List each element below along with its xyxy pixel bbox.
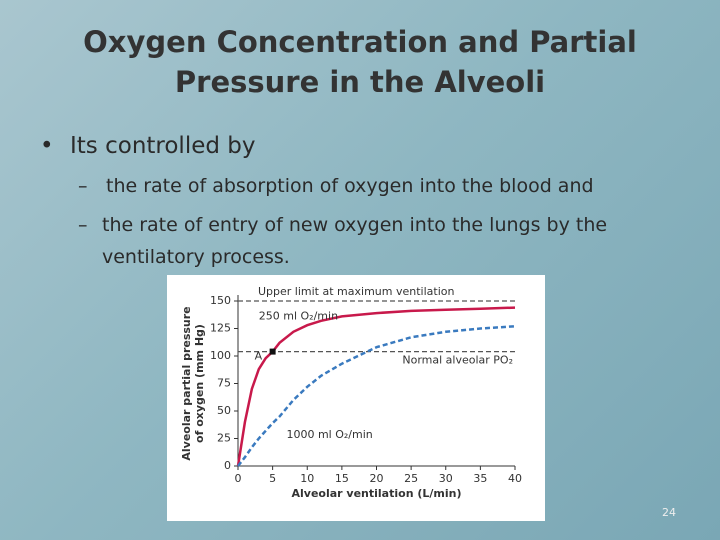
y-tick-label: 0 — [224, 459, 231, 472]
y-tick-label: 125 — [210, 322, 231, 335]
y-axis-label: of oxygen (mm Hg) — [193, 324, 206, 443]
y-tick-label: 25 — [217, 432, 231, 445]
reference-label: Normal alveolar PO₂ — [402, 354, 513, 367]
x-tick-label: 5 — [269, 472, 276, 485]
x-tick-label: 25 — [404, 472, 418, 485]
y-tick-label: 100 — [210, 349, 231, 362]
sub-bullet: – the rate of entry of new oxygen into th… — [78, 209, 668, 273]
bullet-text: Its controlled by — [70, 133, 256, 159]
reference-label: Upper limit at maximum ventilation — [258, 285, 454, 298]
sub-bullet-text: the rate of absorption of oxygen into th… — [106, 175, 594, 197]
sub-bullet-text: the rate of entry of new oxygen into the… — [102, 214, 608, 268]
point-marker — [269, 348, 276, 355]
page-number: 24 — [662, 506, 676, 519]
x-tick-label: 35 — [473, 472, 487, 485]
x-tick-label: 15 — [335, 472, 349, 485]
series-label: 250 ml O₂/min — [259, 309, 338, 322]
sub-bullet: – the rate of absorption of oxygen into t… — [78, 170, 668, 202]
x-tick-label: 20 — [370, 472, 384, 485]
series-line — [237, 325, 516, 467]
slide-title: Oxygen Concentration and Partial Pressur… — [83, 25, 637, 99]
y-tick-label: 150 — [210, 294, 231, 307]
series-label: 1000 ml O₂/min — [286, 428, 372, 441]
y-tick-label: 50 — [217, 404, 231, 417]
x-tick-label: 40 — [508, 472, 522, 485]
y-tick-label: 75 — [217, 377, 231, 390]
bullet: • Its controlled by — [40, 133, 256, 159]
y-axis-label: Alveolar partial pressure — [180, 306, 193, 460]
x-tick-label: 10 — [300, 472, 314, 485]
x-tick-label: 30 — [439, 472, 453, 485]
chart: 0 25 50 75 100 125 150 0 5 10 15 20 25 30 35 40 Alveolar… — [167, 275, 545, 521]
x-axis-label: Alveolar ventilation (L/min) — [292, 487, 462, 500]
series-line — [236, 306, 516, 467]
x-tick-label: 0 — [235, 472, 242, 485]
point-label: A — [255, 350, 263, 363]
